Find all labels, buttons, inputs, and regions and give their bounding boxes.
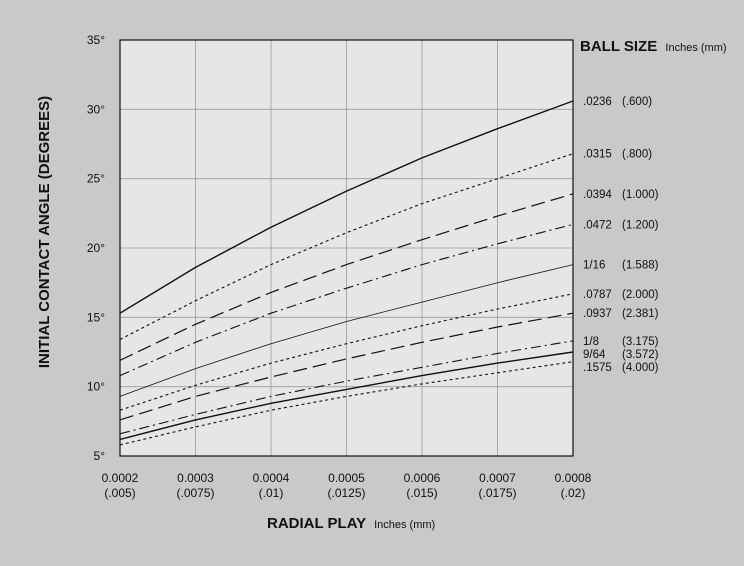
legend-entry: .0787 (2.000)	[583, 289, 659, 301]
legend-size-mm: (.600)	[622, 96, 652, 108]
series-line	[119, 312, 574, 421]
x-tick-label: 0.0008	[555, 471, 592, 485]
x-tick-label-mm: (.02)	[561, 486, 586, 500]
legend-size-mm: (.800)	[622, 149, 652, 161]
x-tick-label-mm: (.0125)	[327, 486, 365, 500]
legend-size-inches: .0787	[583, 289, 612, 301]
legend-size-mm: (1.200)	[622, 219, 659, 231]
legend-size-inches: .1575	[583, 362, 612, 374]
legend-size-mm: (4.000)	[622, 362, 659, 374]
series-line	[119, 223, 574, 377]
x-tick-label-mm: (.015)	[406, 486, 437, 500]
series-line	[119, 193, 574, 361]
series-line	[119, 361, 574, 446]
y-tick-label: 10°	[87, 380, 105, 394]
legend: BALL SIZE Inches (mm) .0236 (.600) .0315 (.…	[580, 38, 727, 374]
y-tick-label: 30°	[87, 102, 105, 116]
series-line	[119, 100, 574, 314]
grid	[120, 40, 573, 456]
legend-size-inches: 9/64	[583, 349, 606, 361]
y-tick-label: 25°	[87, 172, 105, 186]
series-line	[119, 293, 574, 411]
series-line	[119, 153, 574, 340]
y-axis-ticks: 5° 10° 15° 20° 25° 30° 35°	[87, 33, 105, 463]
x-tick-label-mm: (.01)	[259, 486, 284, 500]
x-tick-label: 0.0003	[177, 471, 214, 485]
x-tick-label-mm: (.005)	[104, 486, 135, 500]
legend-size-mm: (1.588)	[622, 260, 659, 272]
x-tick-label: 0.0004	[253, 471, 290, 485]
legend-size-inches: 1/8	[583, 336, 599, 348]
legend-unit: Inches (mm)	[665, 42, 726, 54]
x-axis-unit: Inches (mm)	[374, 519, 435, 531]
series-layer	[119, 100, 574, 446]
x-tick-label-mm: (.0075)	[176, 486, 214, 500]
plot-frame	[119, 39, 574, 457]
legend-entry: .0236 (.600)	[583, 96, 652, 108]
legend-size-inches: .0315	[583, 149, 612, 161]
legend-size-mm: (1.000)	[622, 189, 659, 201]
x-axis-ticks: 0.0002(.005) 0.0003(.0075) 0.0004(.01) 0.00…	[102, 471, 592, 500]
legend-entry: .0472 (1.200)	[583, 219, 659, 231]
series-line	[119, 351, 574, 441]
legend-title-text: BALL SIZE	[580, 38, 657, 55]
y-tick-label: 15°	[87, 310, 105, 324]
legend-size-inches: 1/16	[583, 260, 605, 272]
legend-size-mm: (3.175)	[622, 336, 659, 348]
x-axis-title: RADIAL PLAY Inches (mm)	[267, 515, 435, 532]
series-line	[119, 340, 574, 435]
legend-size-mm: (2.000)	[622, 289, 659, 301]
legend-size-inches: .0394	[583, 189, 612, 201]
x-tick-label: 0.0005	[328, 471, 365, 485]
x-tick-label-mm: (.0175)	[478, 486, 516, 500]
legend-entry: .0315 (.800)	[583, 149, 652, 161]
legend-size-inches: .0937	[583, 308, 612, 320]
x-axis-title-text: RADIAL PLAY	[267, 515, 366, 532]
legend-entry: 1/16 (1.588)	[583, 260, 659, 272]
legend-entry: 1/8 (3.175)	[583, 336, 659, 348]
x-tick-label: 0.0007	[479, 471, 516, 485]
legend-title: BALL SIZE Inches (mm)	[580, 38, 727, 55]
legend-size-mm: (2.381)	[622, 308, 659, 320]
legend-entry: .1575 (4.000)	[583, 362, 659, 374]
legend-entry: 9/64 (3.572)	[583, 349, 659, 361]
legend-entry: .0394 (1.000)	[583, 189, 659, 201]
legend-size-inches: .0472	[583, 219, 612, 231]
y-tick-label: 5°	[94, 449, 106, 463]
y-tick-label: 20°	[87, 241, 105, 255]
legend-entry: .0937 (2.381)	[583, 308, 659, 320]
legend-size-mm: (3.572)	[622, 349, 659, 361]
legend-size-inches: .0236	[583, 96, 612, 108]
y-tick-label: 35°	[87, 33, 105, 47]
x-tick-label: 0.0006	[404, 471, 441, 485]
y-axis-title: INITIAL CONTACT ANGLE (DEGREES)	[36, 96, 53, 368]
x-tick-label: 0.0002	[102, 471, 139, 485]
series-line	[119, 264, 574, 397]
